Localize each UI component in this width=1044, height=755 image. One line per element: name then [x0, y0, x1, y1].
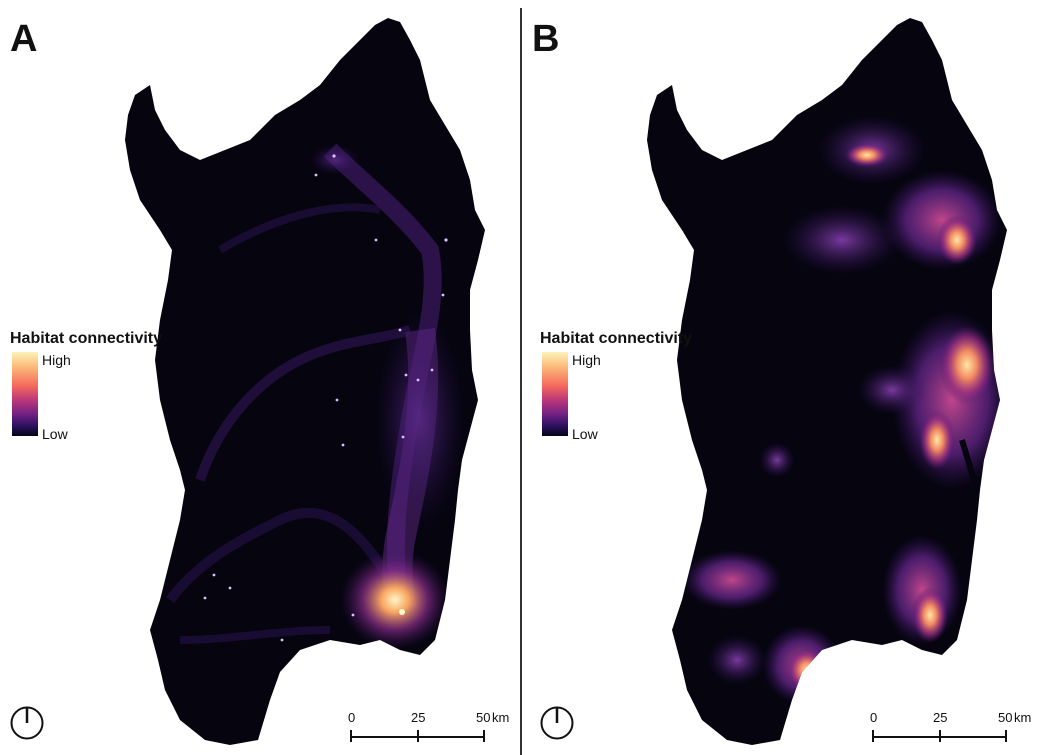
- island-map-b: [647, 18, 1007, 745]
- scale-unit: km: [492, 710, 510, 725]
- scale-tick-label-50: 50: [476, 710, 491, 725]
- scale-tick: [1005, 730, 1007, 742]
- color-ramp: [12, 352, 38, 436]
- legend-high-label: High: [572, 352, 601, 368]
- scale-tick-label-50: 50: [998, 710, 1013, 725]
- north-arrow-icon: [10, 706, 44, 740]
- legend-high-label: High: [42, 352, 71, 368]
- island-map-a: [125, 18, 485, 745]
- legend: Habitat connectivity High Low: [10, 330, 210, 450]
- legend-title: Habitat connectivity: [540, 330, 693, 347]
- scale-tick: [872, 730, 874, 742]
- panel-label: A: [10, 18, 37, 60]
- legend-low-label: Low: [42, 426, 68, 442]
- panel-divider: [520, 8, 522, 755]
- connectivity-overlay-a: [166, 143, 465, 650]
- color-ramp: [542, 352, 568, 436]
- scale-tick-label-25: 25: [411, 710, 426, 725]
- scale-tick: [483, 730, 485, 742]
- scale-tick-label-0: 0: [348, 710, 356, 725]
- connectivity-overlay-b: [682, 115, 1007, 705]
- panel-label: B: [532, 18, 559, 60]
- scale-tick: [939, 730, 941, 742]
- map-panel-a: A Habitat connectivity High Low 0 25 50 …: [10, 18, 520, 750]
- scale-tick-label-0: 0: [870, 710, 878, 725]
- hotspot-points-a: [203, 154, 448, 642]
- scale-tick: [417, 730, 419, 742]
- scale-bar: 0 25 50 km: [862, 710, 1042, 750]
- scale-tick: [350, 730, 352, 742]
- map-panel-b: B Habitat connectivity High Low 0 25 50 …: [522, 0, 1044, 755]
- scale-bar: 0 25 50 km: [340, 710, 520, 750]
- legend-low-label: Low: [572, 426, 598, 442]
- scale-tick-label-25: 25: [933, 710, 948, 725]
- legend-title: Habitat connectivity: [10, 330, 163, 347]
- north-arrow-icon: [540, 706, 574, 740]
- scale-unit: km: [1014, 710, 1032, 725]
- legend: Habitat connectivity High Low: [540, 330, 740, 450]
